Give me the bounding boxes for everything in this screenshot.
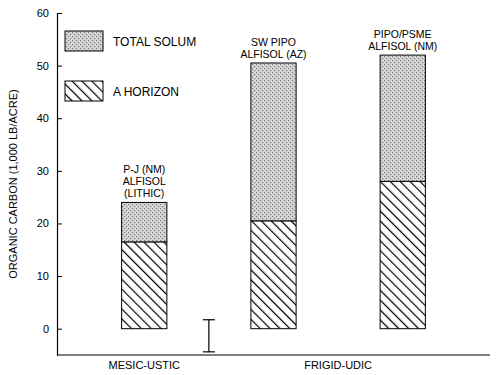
- y-tick-mark: [57, 276, 62, 277]
- y-axis-title: ORGANIC CARBON (1,000 LB/ACRE): [7, 89, 19, 279]
- y-tick-mark: [57, 66, 62, 67]
- bar-segment: [251, 63, 296, 221]
- y-tick-mark: [57, 223, 62, 224]
- bar-segment: [122, 242, 167, 329]
- y-tick-label: 30: [37, 165, 49, 177]
- y-tick: 30: [37, 165, 62, 177]
- error-bar-cap: [203, 319, 215, 320]
- group-label: FRIGID-UDIC: [304, 359, 372, 371]
- x-axis-line: [57, 354, 490, 355]
- y-tick-mark: [57, 118, 62, 119]
- y-tick-mark: [57, 329, 62, 330]
- y-tick: 40: [37, 112, 62, 124]
- category-label: SW PIPOALFISOL (AZ): [240, 36, 306, 60]
- y-tick-mark: [57, 13, 62, 14]
- y-tick: 20: [37, 217, 62, 229]
- legend-label: A HORIZON: [113, 85, 179, 99]
- plot-area: [122, 55, 426, 352]
- error-bar-cap: [203, 351, 215, 352]
- category-label: P-J (NM)ALFISOL(LITHIC): [123, 163, 166, 199]
- y-tick-label: 20: [37, 217, 49, 229]
- category-label: PIPO/PSMEALFISOL (NM): [368, 28, 437, 52]
- bar-segment: [251, 221, 296, 329]
- y-axis-line: [57, 14, 58, 356]
- y-tick: 60: [37, 7, 62, 19]
- series-1: [122, 55, 426, 242]
- bar-segment: [380, 55, 425, 181]
- error-bar-stem: [208, 320, 209, 352]
- bar-segment: [122, 202, 167, 241]
- bar-segment: [380, 181, 425, 328]
- legend: TOTAL SOLUM A HORIZON: [65, 31, 196, 101]
- y-tick-mark: [57, 171, 62, 172]
- y-tick-label: 10: [37, 270, 49, 282]
- y-tick-label: 0: [43, 323, 49, 335]
- y-tick-label: 40: [37, 112, 49, 124]
- legend-swatch: [65, 31, 103, 51]
- y-tick-label: 60: [37, 7, 49, 19]
- legend-swatch: [65, 81, 103, 101]
- y-tick: 0: [43, 323, 62, 335]
- y-tick-label: 50: [37, 60, 49, 72]
- y-axis: 0 10 20 30 40 50 60: [37, 7, 62, 355]
- chart: 0 10 20 30 40 50 60 ORGANIC CARBON (1,000 LB/AC…: [0, 0, 500, 375]
- group-label: MESIC-USTIC: [108, 359, 180, 371]
- y-tick: 50: [37, 60, 62, 72]
- error-bar: [203, 320, 215, 352]
- y-tick: 10: [37, 270, 62, 282]
- legend-label: TOTAL SOLUM: [113, 35, 196, 49]
